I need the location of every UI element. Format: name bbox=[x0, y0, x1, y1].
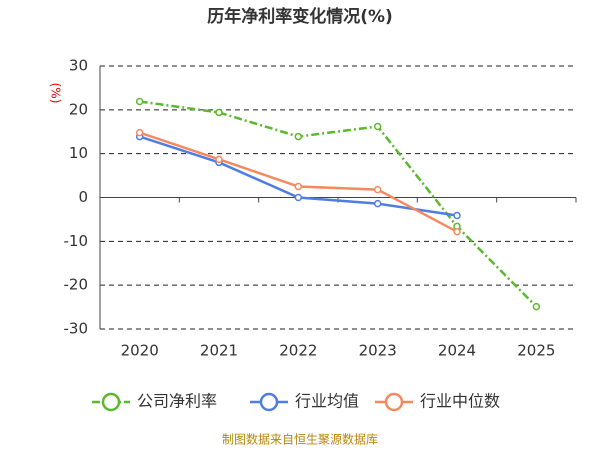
data-point bbox=[135, 128, 144, 137]
data-point bbox=[373, 185, 382, 194]
data-point bbox=[215, 155, 223, 164]
data-point bbox=[373, 122, 382, 131]
data-point bbox=[294, 193, 303, 202]
data-point bbox=[373, 199, 382, 208]
x-tick-label: 2021 bbox=[200, 342, 238, 360]
legend-label: 公司净利率 bbox=[137, 392, 217, 411]
x-tick-label: 2022 bbox=[279, 342, 317, 360]
y-tick-label: 0 bbox=[78, 188, 88, 206]
x-tick-label: 2024 bbox=[438, 342, 476, 360]
x-tick-label: 2023 bbox=[359, 342, 397, 360]
chart-title: 历年净利率变化情况(%) bbox=[207, 6, 393, 27]
data-point bbox=[215, 108, 223, 117]
data-point bbox=[453, 211, 461, 220]
y-tick-label: -20 bbox=[64, 276, 89, 294]
legend-label: 行业均值 bbox=[295, 392, 359, 411]
series-line bbox=[139, 100, 538, 308]
data-point bbox=[294, 132, 303, 141]
y-axis-label: (%) bbox=[49, 83, 63, 104]
series-line bbox=[139, 131, 458, 233]
y-tick-label: -10 bbox=[64, 232, 89, 250]
source-note: 制图数据来自恒生聚源数据库 bbox=[222, 432, 378, 447]
y-tick-label: 30 bbox=[69, 57, 88, 75]
y-tick-label: -30 bbox=[64, 320, 89, 338]
y-tick-label: 10 bbox=[69, 144, 88, 162]
data-point bbox=[453, 227, 461, 236]
data-point bbox=[532, 302, 541, 311]
y-tick-label: 20 bbox=[69, 100, 88, 118]
data-point bbox=[294, 182, 303, 191]
legend-marker bbox=[101, 392, 121, 412]
x-tick-label: 2020 bbox=[121, 342, 159, 360]
x-tick-label: 2025 bbox=[517, 342, 555, 360]
legend-label: 行业中位数 bbox=[420, 392, 500, 411]
legend-marker bbox=[259, 392, 279, 412]
data-point bbox=[135, 97, 144, 106]
legend-marker bbox=[384, 392, 404, 412]
